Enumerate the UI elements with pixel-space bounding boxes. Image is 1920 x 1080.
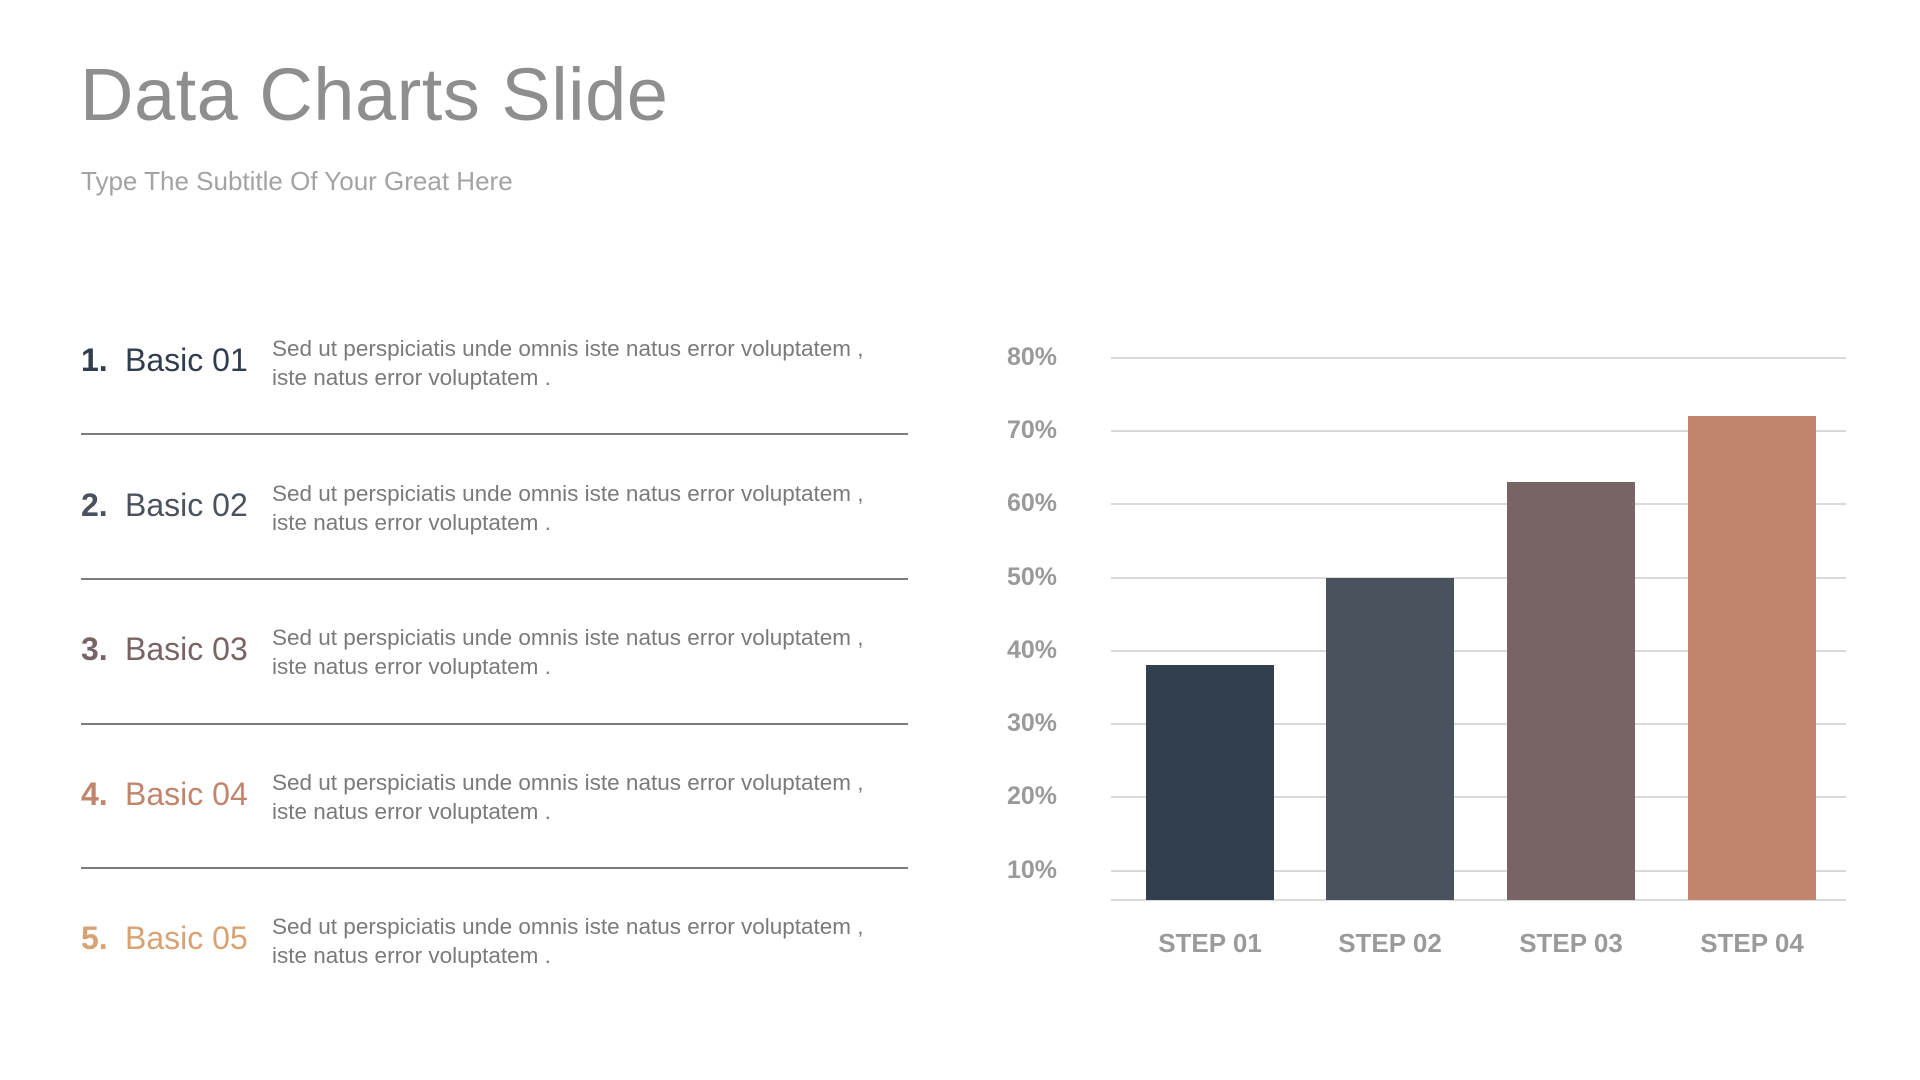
list-item: 4. Basic 04 Sed ut perspiciatis unde omnis…: [81, 768, 921, 838]
x-axis-baseline: [1111, 899, 1846, 901]
item-number: 4.: [81, 776, 108, 812]
gridline: [1111, 649, 1846, 652]
y-axis-tick-label: 70%: [1006, 415, 1057, 444]
item-label: Basic 04: [125, 776, 248, 812]
item-description: Sed ut perspiciatis unde omnis iste natu…: [272, 912, 864, 970]
item-label: Basic 05: [125, 920, 248, 956]
slide-title: Data Charts Slide: [80, 53, 669, 136]
y-axis-tick-label: 80%: [1006, 342, 1057, 371]
gridline: [1111, 723, 1846, 726]
item-number: 1.: [81, 342, 108, 378]
x-axis-tick-label: STEP 02: [1338, 928, 1442, 958]
gridline: [1111, 576, 1846, 579]
item-number: 2.: [81, 487, 108, 523]
item-label: Basic 02: [125, 487, 248, 523]
divider: [81, 433, 908, 435]
item-description: Sed ut perspiciatis unde omnis iste natu…: [272, 623, 864, 681]
item-description-line1: Sed ut perspiciatis unde omnis iste natu…: [272, 914, 864, 939]
item-description-line2: iste natus error voluptatem .: [272, 510, 551, 535]
item-description-line1: Sed ut perspiciatis unde omnis iste natu…: [272, 625, 864, 650]
gridline: [1111, 429, 1846, 432]
y-axis-tick-label: 40%: [1006, 635, 1057, 664]
divider: [81, 867, 908, 869]
list-item: 3. Basic 03 Sed ut perspiciatis unde omnis…: [81, 623, 921, 693]
gridline: [1111, 503, 1846, 506]
gridline: [1111, 869, 1846, 872]
item-number: 5.: [81, 920, 108, 956]
list-item: 2. Basic 02 Sed ut perspiciatis unde omnis…: [81, 479, 921, 549]
bar-3: [1507, 482, 1635, 900]
item-description: Sed ut perspiciatis unde omnis iste natu…: [272, 479, 864, 537]
item-description-line2: iste natus error voluptatem .: [272, 799, 551, 824]
item-label: Basic 03: [125, 631, 248, 667]
item-description-line2: iste natus error voluptatem .: [272, 943, 551, 968]
item-description-line2: iste natus error voluptatem .: [272, 365, 551, 390]
item-description-line1: Sed ut perspiciatis unde omnis iste natu…: [272, 481, 864, 506]
bar-4: [1688, 416, 1816, 900]
list-item: 5. Basic 05 Sed ut perspiciatis unde omnis…: [81, 912, 921, 982]
item-label: Basic 01: [125, 342, 248, 378]
x-axis-tick-label: STEP 04: [1700, 928, 1804, 958]
x-axis-tick-label: STEP 01: [1158, 928, 1262, 958]
bar-1: [1146, 665, 1274, 900]
y-axis-tick-label: 30%: [1006, 709, 1057, 738]
item-description-line2: iste natus error voluptatem .: [272, 654, 551, 679]
y-axis-tick-label: 60%: [1006, 489, 1057, 518]
y-axis-tick-label: 50%: [1006, 562, 1057, 591]
y-axis-tick-label: 20%: [1006, 782, 1057, 811]
item-description: Sed ut perspiciatis unde omnis iste natu…: [272, 768, 864, 826]
divider: [81, 578, 908, 580]
x-axis-tick-label: STEP 03: [1519, 928, 1623, 958]
item-description-line1: Sed ut perspiciatis unde omnis iste natu…: [272, 770, 864, 795]
bar-2: [1326, 577, 1454, 900]
item-description: Sed ut perspiciatis unde omnis iste natu…: [272, 334, 864, 392]
list-item: 1. Basic 01 Sed ut perspiciatis unde omnis…: [81, 334, 921, 404]
gridline: [1111, 796, 1846, 799]
slide-subtitle: Type The Subtitle Of Your Great Here: [81, 166, 513, 196]
divider: [81, 723, 908, 725]
item-description-line1: Sed ut perspiciatis unde omnis iste natu…: [272, 336, 864, 361]
gridline: [1111, 356, 1846, 359]
item-number: 3.: [81, 631, 108, 667]
y-axis-tick-label: 10%: [1006, 855, 1057, 884]
